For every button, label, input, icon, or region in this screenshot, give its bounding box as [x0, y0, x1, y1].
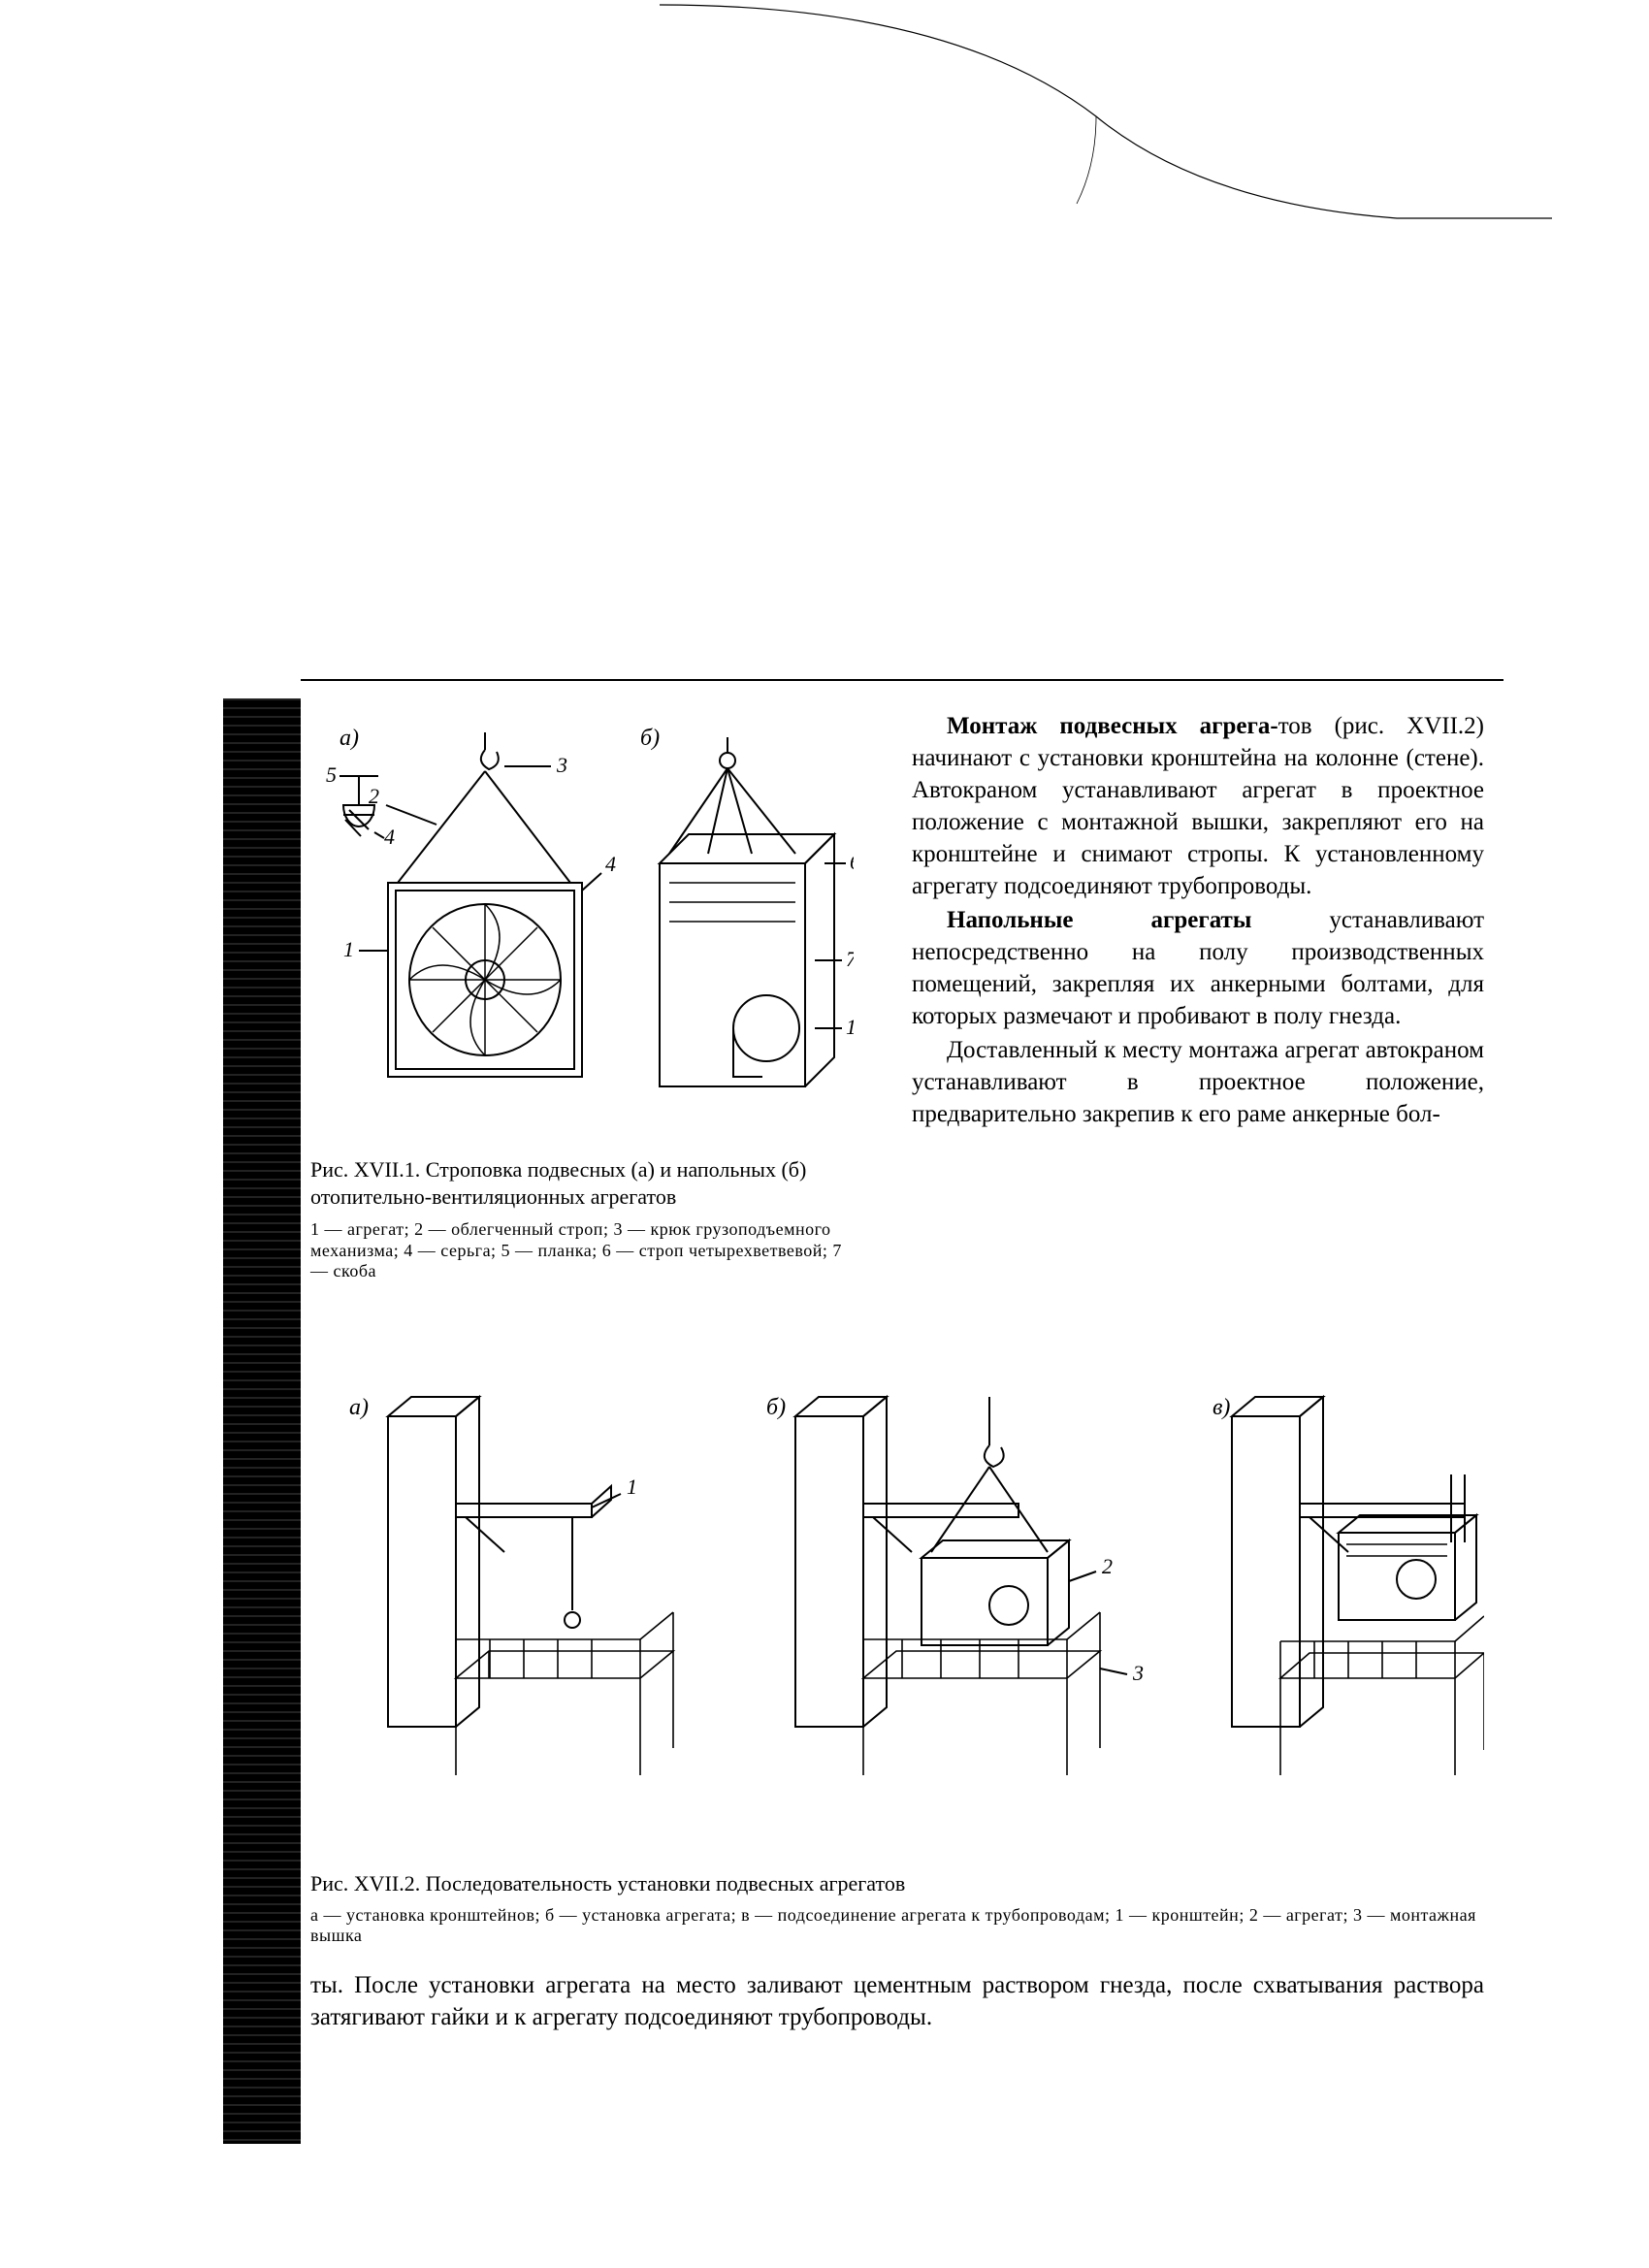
top-horizontal-rule [301, 679, 1504, 681]
svg-text:1: 1 [343, 937, 354, 961]
svg-text:б): б) [766, 1395, 786, 1420]
svg-text:1: 1 [627, 1474, 637, 1499]
figure-1-legend: 1 — агрегат; 2 — облегченный строп; 3 — … [310, 1219, 854, 1282]
fig2-caption-prefix: Рис. XVII.2. [310, 1871, 426, 1895]
bottom-paragraph: ты. После установки агрегата на место за… [310, 1969, 1484, 2033]
svg-text:4: 4 [384, 825, 395, 849]
para-2: Напольные агрегаты устанавливают непосре… [912, 904, 1484, 1032]
svg-text:7: 7 [846, 947, 854, 971]
para-1-rest: тов (рис. XVII.2) начинают с установки к… [912, 713, 1484, 899]
svg-text:4: 4 [605, 852, 616, 876]
svg-text:3: 3 [1132, 1661, 1144, 1685]
fig1-label-a: а) [340, 726, 359, 751]
svg-text:6: 6 [850, 850, 854, 874]
svg-text:3: 3 [556, 753, 567, 777]
fig2-caption-body: Последовательность установки подвесных а… [426, 1871, 906, 1895]
left-binding-artifact [223, 698, 301, 2144]
figure-1-caption: Рис. XVII.1. Строповка подвесных (а) и н… [310, 1156, 854, 1210]
body-text-column: Монтаж подвесных агрега-тов (рис. XVII.2… [912, 710, 1484, 1132]
figure-1-block: а) 3 2 5 [310, 718, 892, 1282]
svg-text:5: 5 [326, 762, 337, 787]
fig1-label-b: б) [640, 726, 660, 751]
para-3: Доставленный к месту монтажа агрегат авт… [912, 1034, 1484, 1130]
figure-2-block: а) 1 [310, 1387, 1484, 1947]
svg-text:в): в) [1212, 1395, 1230, 1420]
figure-1-diagram: а) 3 2 5 [310, 718, 854, 1145]
para-1: Монтаж подвесных агрега-тов (рис. XVII.2… [912, 710, 1484, 902]
svg-text:1: 1 [846, 1015, 854, 1039]
figure-2-caption: Рис. XVII.2. Последовательность установк… [310, 1870, 1484, 1897]
fig1-caption-prefix: Рис. XVII.1. [310, 1157, 426, 1182]
svg-text:2: 2 [1102, 1554, 1113, 1578]
page-content: а) 3 2 5 [310, 689, 1504, 2144]
svg-text:а): а) [349, 1395, 369, 1420]
page-curl-artifact [660, 0, 1552, 243]
para-2-lead: Напольные агрегаты [947, 907, 1251, 933]
figure-2-diagram: а) 1 [310, 1387, 1484, 1853]
para-1-lead: Монтаж подвесных агрега- [947, 713, 1278, 739]
bottom-para-text: ты. После установки агрегата на место за… [310, 1969, 1484, 2033]
figure-2-legend: а — установка кронштейнов; б — установка… [310, 1905, 1484, 1947]
